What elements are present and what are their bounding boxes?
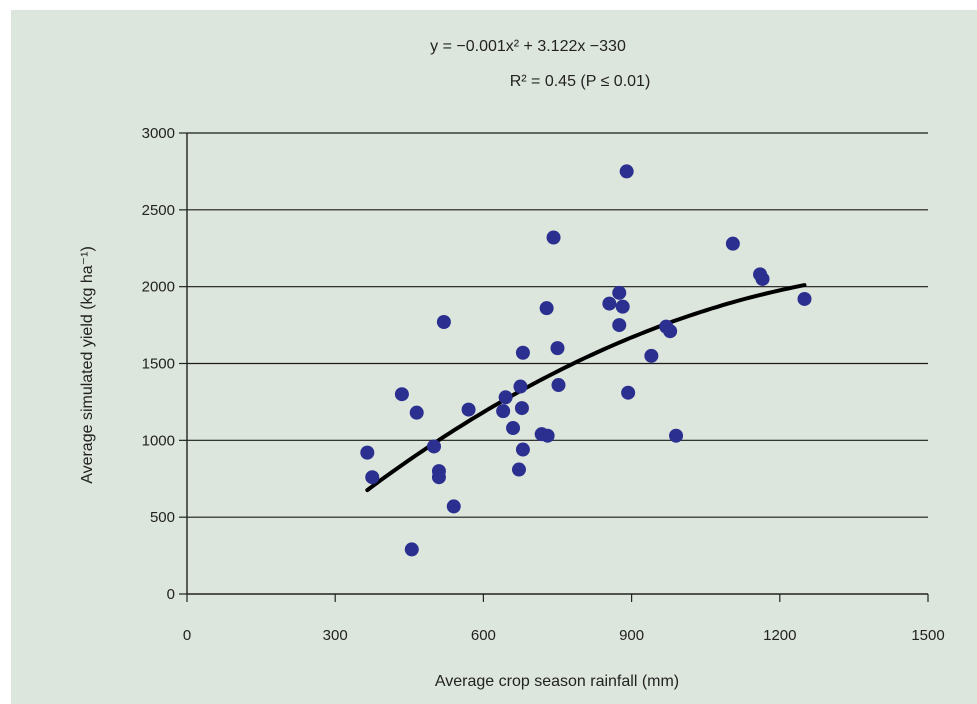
data-point-22 bbox=[540, 428, 555, 443]
data-point-5 bbox=[409, 405, 424, 420]
data-point-27 bbox=[612, 285, 627, 300]
data-point-36 bbox=[725, 236, 740, 251]
axes bbox=[179, 132, 929, 602]
data-point-14 bbox=[506, 421, 521, 436]
data-point-26 bbox=[602, 296, 617, 311]
data-point-32 bbox=[644, 348, 659, 363]
y-tick-label-3000: 3000 bbox=[142, 125, 175, 142]
x-tick-label-1200: 1200 bbox=[763, 627, 796, 644]
data-points bbox=[360, 164, 812, 557]
data-point-11 bbox=[461, 402, 476, 417]
chart-background bbox=[11, 10, 977, 704]
data-point-1 bbox=[360, 445, 375, 460]
x-tick-label-1500: 1500 bbox=[911, 627, 944, 644]
grid-lines bbox=[187, 132, 928, 518]
data-point-34 bbox=[663, 324, 678, 339]
equation-line-2: R² = 0.45 (P ≤ 0.01) bbox=[510, 73, 651, 90]
data-point-10 bbox=[446, 499, 461, 514]
data-point-16 bbox=[513, 379, 528, 394]
data-point-39 bbox=[797, 291, 812, 306]
fit-curve bbox=[365, 283, 807, 493]
y-tick-label-0: 0 bbox=[167, 586, 175, 603]
data-point-31 bbox=[621, 385, 636, 400]
x-tick-label-600: 600 bbox=[471, 627, 496, 644]
data-point-12 bbox=[496, 404, 511, 419]
y-tick-label-1500: 1500 bbox=[142, 356, 175, 373]
y-tick-label-2000: 2000 bbox=[142, 279, 175, 296]
y-tick-label-2500: 2500 bbox=[142, 202, 175, 219]
data-point-29 bbox=[615, 299, 630, 314]
data-point-30 bbox=[619, 164, 634, 179]
data-point-13 bbox=[498, 390, 513, 405]
data-point-21 bbox=[539, 301, 554, 316]
data-point-25 bbox=[551, 378, 566, 393]
data-point-35 bbox=[669, 428, 684, 443]
x-tick-label-900: 900 bbox=[619, 627, 644, 644]
data-point-23 bbox=[546, 230, 561, 245]
y-tick-label-1000: 1000 bbox=[142, 432, 175, 449]
data-point-4 bbox=[404, 542, 419, 557]
data-point-17 bbox=[514, 401, 529, 416]
x-tick-label-300: 300 bbox=[323, 627, 348, 644]
data-point-3 bbox=[394, 387, 409, 402]
data-point-8 bbox=[431, 470, 446, 485]
y-axis-label: Average simulated yield (kg ha⁻¹) bbox=[79, 246, 96, 484]
data-point-18 bbox=[515, 442, 530, 457]
data-point-9 bbox=[436, 315, 451, 330]
fit-curve-layer bbox=[365, 283, 807, 493]
y-tick-label-500: 500 bbox=[150, 509, 175, 526]
x-tick-label-0: 0 bbox=[183, 627, 191, 644]
tick-labels: 0 500 1000 1500 2000 2500 3000 0 300 600 900 1200 15… bbox=[142, 125, 945, 644]
data-point-24 bbox=[550, 341, 565, 356]
equation-line-1: y = −0.001x² + 3.122x −330 bbox=[430, 38, 626, 55]
x-axis-label: Average crop season rainfall (mm) bbox=[435, 673, 679, 690]
data-point-19 bbox=[515, 345, 530, 360]
data-point-15 bbox=[511, 462, 526, 477]
data-point-38 bbox=[755, 271, 770, 286]
data-point-28 bbox=[612, 318, 627, 333]
data-point-2 bbox=[365, 470, 380, 485]
data-point-6 bbox=[427, 439, 441, 454]
